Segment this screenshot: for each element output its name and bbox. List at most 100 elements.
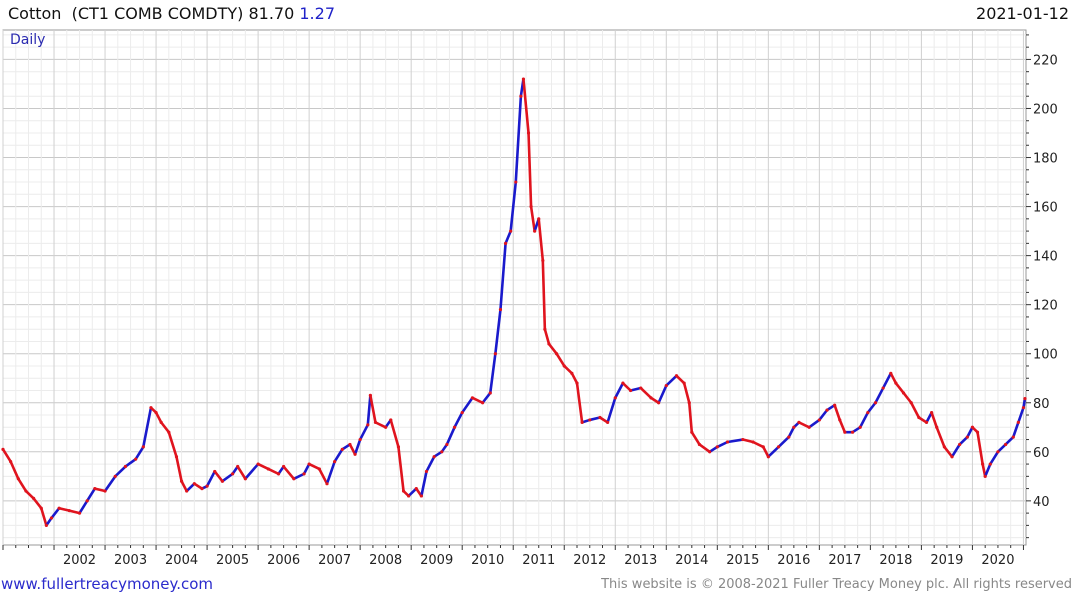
y-tick-label: 40 (1033, 495, 1050, 510)
price-point (366, 423, 370, 427)
price-point (509, 229, 513, 233)
price-point (533, 229, 537, 233)
x-tick-label: 2020 (981, 553, 1014, 568)
price-point (657, 401, 661, 405)
price-point (917, 415, 921, 420)
price-segment (902, 391, 913, 405)
price-point (440, 450, 444, 454)
website-link[interactable]: www.fullertreacymoney.com (1, 575, 214, 593)
price-point (200, 486, 204, 491)
price-segment (514, 94, 523, 184)
price-point (776, 445, 781, 449)
price-segment (50, 506, 61, 520)
price-segment (613, 381, 625, 400)
price-segment (866, 401, 877, 414)
price-point (547, 342, 551, 346)
price-point (621, 381, 625, 385)
price-segment (687, 401, 694, 434)
price-segment (682, 381, 691, 405)
price-segment (833, 403, 842, 422)
price-segment (499, 242, 507, 311)
price-segment (509, 180, 518, 233)
price-segment (420, 470, 428, 498)
x-tick-label: 2007 (318, 553, 351, 568)
price-point (503, 241, 508, 245)
price-segment (185, 482, 196, 493)
price-point (580, 420, 584, 424)
price-segment (698, 443, 711, 454)
price-segment (797, 421, 811, 429)
price-point (154, 410, 158, 415)
y-tick-label: 160 (1033, 201, 1058, 216)
price-point (981, 462, 985, 466)
price-point (697, 442, 702, 447)
price-segment (881, 372, 893, 390)
price-segment (134, 445, 145, 461)
price-point (526, 131, 531, 135)
price-segment (807, 418, 821, 429)
price-point (682, 381, 686, 385)
price-segment (167, 430, 178, 459)
price-point (419, 494, 423, 498)
price-point (554, 352, 559, 356)
price-point (384, 425, 388, 429)
price-segment (555, 352, 566, 368)
price-segment (838, 418, 847, 434)
price-segment (445, 425, 456, 446)
price-segment (562, 364, 574, 375)
y-tick-label: 120 (1033, 299, 1058, 314)
x-tick-label: 2006 (267, 553, 300, 568)
chart-date: 2021-01-12 (976, 4, 1069, 23)
price-segment (68, 509, 81, 515)
price-segment (57, 506, 71, 512)
price-point (67, 509, 71, 513)
price-point (39, 506, 43, 510)
price-segment (988, 450, 1000, 466)
price-segment (39, 506, 48, 527)
price-point (838, 418, 842, 422)
x-tick-label: 2012 (573, 553, 606, 568)
price-segment (389, 418, 400, 449)
gridlines (2, 30, 1026, 545)
price-segment (302, 462, 311, 476)
price-segment (488, 352, 497, 395)
x-tick-label: 2002 (63, 553, 96, 568)
price-point (690, 430, 694, 434)
price-segment (1004, 435, 1015, 446)
x-tick-label: 2011 (522, 553, 555, 568)
price-segment (950, 443, 961, 459)
price-segment (588, 416, 602, 422)
price-point (983, 474, 987, 478)
price-point (414, 486, 418, 491)
price-segment (24, 489, 35, 500)
x-tick-label: 2015 (726, 553, 759, 568)
x-tick-label: 2005 (216, 553, 249, 568)
price-segment (159, 421, 171, 434)
price-point (481, 401, 485, 405)
price-point (843, 430, 847, 434)
price-segment (657, 384, 668, 405)
price-segment (369, 394, 377, 424)
price-segment (353, 438, 362, 456)
price-point (1011, 435, 1015, 439)
price-point (373, 420, 378, 424)
price-point (817, 418, 821, 422)
x-tick-label: 2017 (828, 553, 861, 568)
price-segment (256, 462, 270, 471)
price-point (751, 440, 755, 444)
price-point (858, 425, 862, 429)
price-point (1003, 442, 1008, 447)
price-segment (1011, 421, 1020, 439)
price-segment (32, 497, 43, 510)
price-segment (639, 386, 653, 400)
price-segment (874, 386, 885, 405)
price-point (570, 371, 574, 375)
price-segment (537, 217, 545, 262)
price-point (368, 393, 372, 398)
price-point (975, 430, 980, 434)
price-segment (154, 411, 163, 424)
price-point (123, 464, 128, 469)
price-point (93, 486, 97, 491)
x-tick-label: 2003 (114, 553, 147, 568)
price-point (988, 462, 992, 466)
